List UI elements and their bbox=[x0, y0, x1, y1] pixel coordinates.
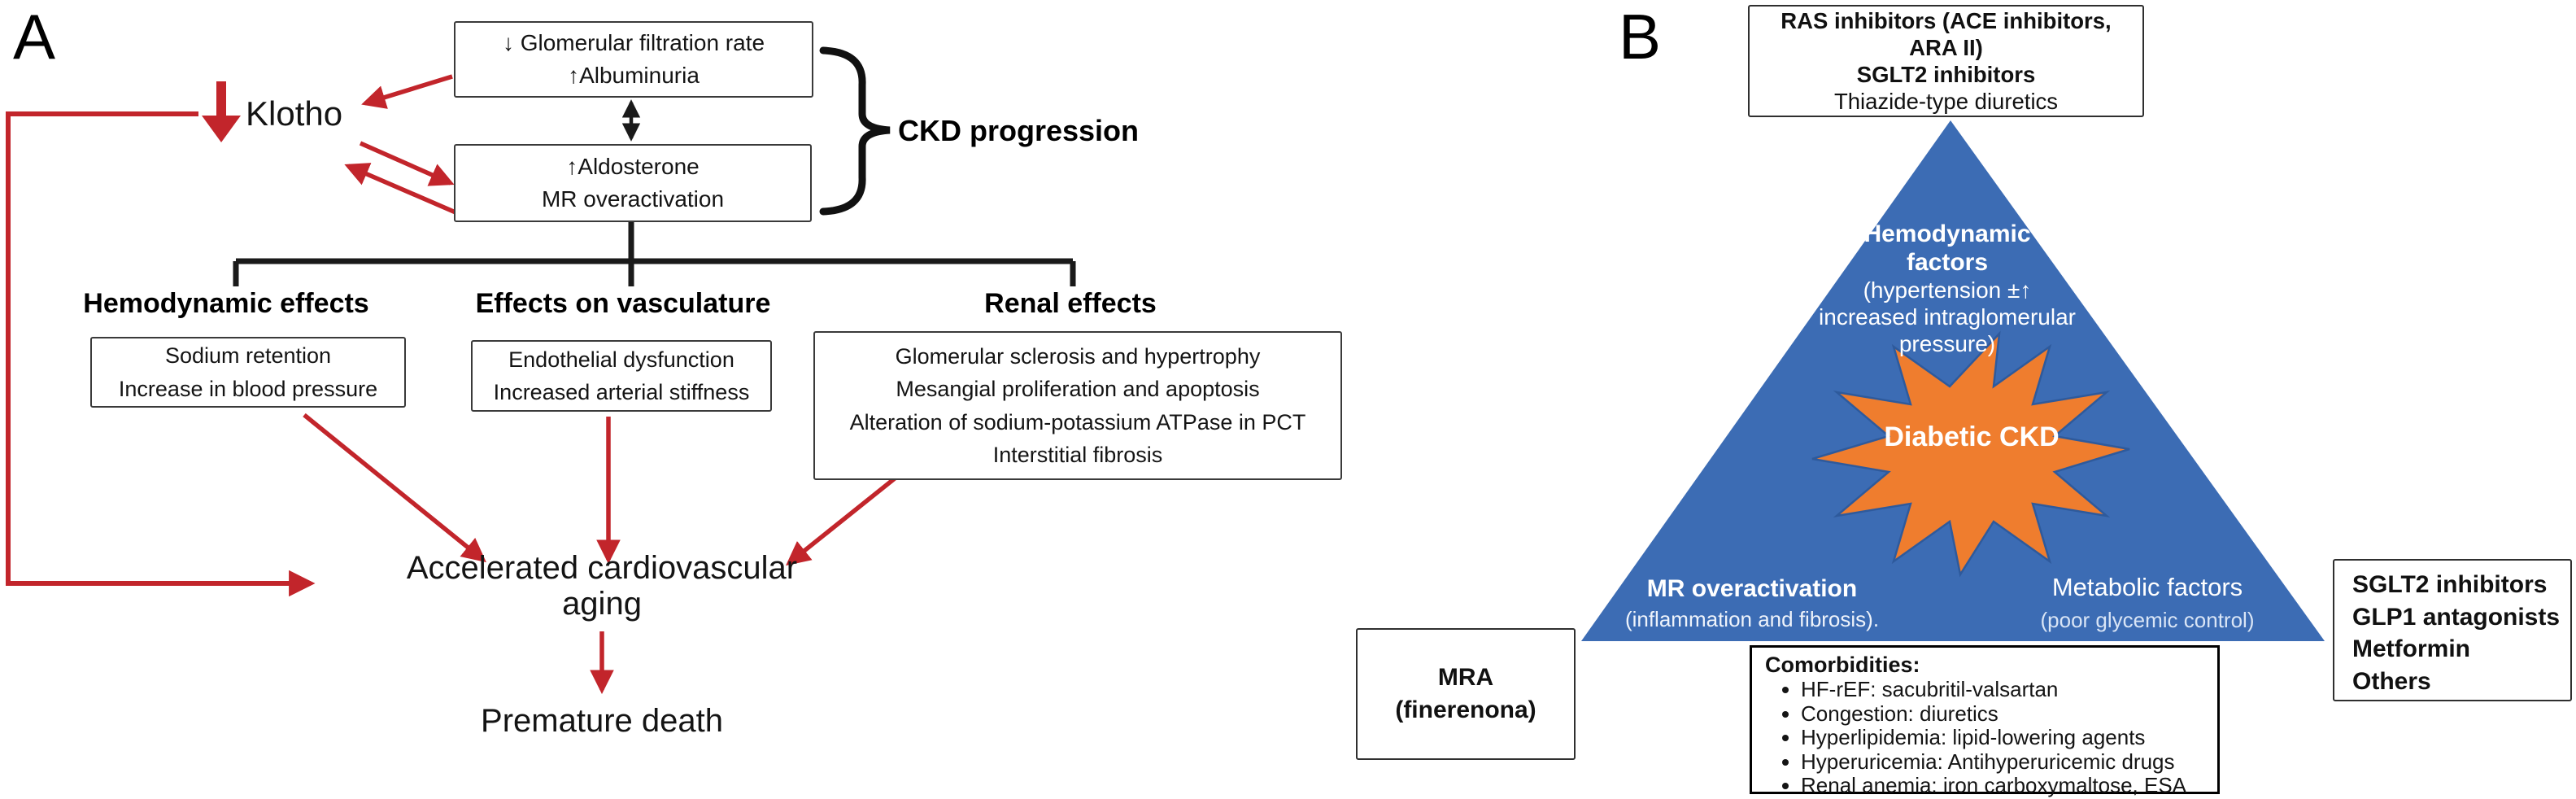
comorbidity-item: Congestion: diuretics bbox=[1801, 701, 2217, 727]
renal-item: Alteration of sodium-potassium ATPase in… bbox=[849, 409, 1306, 434]
gfr-line: ↓ Glomerular filtration rate bbox=[502, 30, 765, 56]
ras-treatment-line: Thiazide-type diuretics bbox=[1833, 89, 2059, 114]
ras-treatment-box: RAS inhibitors (ACE inhibitors, ARA II) … bbox=[1748, 5, 2144, 117]
mra-line: (finerenona) bbox=[1395, 696, 1536, 723]
renal-item: Interstitial fibrosis bbox=[992, 443, 1163, 467]
metabolic-treatment-item: Others bbox=[2352, 667, 2431, 695]
branch-title-renal: Renal effects bbox=[984, 288, 1157, 319]
renal-item: Mesangial proliferation and apoptosis bbox=[896, 377, 1260, 401]
panel-b-label: B bbox=[1619, 1, 1662, 72]
comorbidity-item: Hyperuricemia: Antihyperuricemic drugs bbox=[1801, 749, 2217, 775]
renal-item: Glomerular sclerosis and hypertrophy bbox=[895, 343, 1261, 369]
comorbidities-list: HF-rEF: sacubritil-valsartan Congestion:… bbox=[1765, 677, 2217, 798]
ckd-progression-brace bbox=[819, 46, 891, 216]
comorbidity-item: Renal anemia: iron carboxymaltose, ESA bbox=[1801, 774, 2217, 798]
vasculature-item: Endothelial dysfunction bbox=[508, 347, 734, 372]
klotho-feedback-loop-arrow bbox=[6, 111, 316, 597]
premature-death-label: Premature death bbox=[481, 703, 723, 739]
hemodynamic-factors-subline: increased intraglomerular bbox=[1819, 304, 2076, 330]
aldosterone-mr-box: ↑Aldosterone MR overactivation bbox=[454, 144, 812, 222]
diabetic-ckd-label: Diabetic CKD bbox=[1884, 421, 2059, 452]
hemodynamic-effects-box: Sodium retention Increase in blood press… bbox=[90, 337, 406, 408]
branch-title-vasculature: Effects on vasculature bbox=[475, 288, 771, 319]
comorbidities-box: Comorbidities: HF-rEF: sacubritil-valsar… bbox=[1750, 645, 2220, 797]
mr-overactivation-title: MR overactivation bbox=[1646, 575, 1858, 602]
hemodynamic-factors-subline: (hypertension ±↑ bbox=[1863, 277, 2032, 303]
comorbidities-title: Comorbidities: bbox=[1765, 653, 1920, 677]
mr-overactivation-label: MR overactivation (inflammation and fibr… bbox=[1589, 574, 1915, 632]
accelerated-aging-line: aging bbox=[562, 586, 642, 622]
risk-triangle-shape bbox=[1581, 120, 2325, 641]
vasculature-effects-box: Endothelial dysfunction Increased arteri… bbox=[471, 340, 772, 412]
renal-to-aging-arrow bbox=[786, 476, 896, 566]
accelerated-aging-line: Accelerated cardiovascular bbox=[406, 550, 798, 586]
accelerated-aging-label: Accelerated cardiovascular aging bbox=[377, 550, 827, 622]
klotho-label: Klotho bbox=[246, 94, 343, 133]
metabolic-factors-label: Metabolic factors (poor glycemic control… bbox=[1985, 573, 2310, 633]
hemodynamic-to-aging-arrow bbox=[303, 413, 486, 563]
branch-title-hemodynamic: Hemodynamic effects bbox=[83, 288, 369, 319]
gfr-to-klotho-arrow bbox=[361, 74, 453, 109]
aldosterone-to-klotho-arrow bbox=[344, 163, 457, 215]
klotho-downregulation-arrow-head bbox=[202, 116, 241, 142]
metabolic-factors-title: Metabolic factors bbox=[2051, 573, 2243, 601]
metabolic-treatment-item: Metformin bbox=[2352, 635, 2470, 662]
vasculature-item: Increased arterial stiffness bbox=[493, 380, 750, 404]
comorbidity-item: Hyperlipidemia: lipid-lowering agents bbox=[1801, 726, 2217, 750]
hemodynamic-factors-line: factors bbox=[1906, 249, 1989, 276]
metabolic-treatment-box: SGLT2 inhibitors GLP1 antagonists Metfor… bbox=[2333, 559, 2572, 701]
ckd-progression-label: CKD progression bbox=[898, 114, 1140, 147]
branch-connector-lines bbox=[233, 218, 1076, 286]
diabetic-ckd-starburst-icon bbox=[1811, 330, 2130, 578]
gfr-albuminuria-box: ↓ Glomerular filtration rate ↑Albuminuri… bbox=[454, 21, 813, 98]
ras-treatment-line: SGLT2 inhibitors bbox=[1856, 62, 2036, 87]
metabolic-treatment-item: GLP1 antagonists bbox=[2352, 603, 2561, 631]
panel-a-label: A bbox=[13, 1, 56, 72]
hemodynamic-item: Sodium retention bbox=[164, 343, 332, 368]
comorbidity-item: HF-rEF: sacubritil-valsartan bbox=[1801, 677, 2217, 702]
klotho-to-aldosterone-arrow bbox=[359, 141, 455, 186]
metabolic-factors-sub: (poor glycemic control) bbox=[2040, 608, 2255, 632]
mr-overactivation-sub: (inflammation and fibrosis). bbox=[1624, 607, 1880, 631]
mra-line: MRA bbox=[1437, 664, 1494, 691]
aldosterone-line: ↑Aldosterone bbox=[566, 154, 700, 180]
hemodynamic-factors-subline: pressure) bbox=[1898, 331, 1996, 356]
mra-treatment-box: MRA (finerenona) bbox=[1356, 628, 1576, 760]
mr-overactivation-line: MR overactivation bbox=[541, 186, 725, 212]
ras-treatment-line: ARA II) bbox=[1909, 35, 1983, 60]
hemodynamic-factors-line: Hemodynamic bbox=[1863, 220, 2031, 247]
ras-treatment-line: RAS inhibitors (ACE inhibitors, bbox=[1781, 8, 2112, 33]
hemodynamic-factors-label: Hemodynamic factors (hypertension ±↑ inc… bbox=[1785, 220, 2110, 357]
hemodynamic-item: Increase in blood pressure bbox=[118, 376, 378, 401]
metabolic-treatment-item: SGLT2 inhibitors bbox=[2352, 571, 2548, 598]
albuminuria-line: ↑Albuminuria bbox=[568, 63, 700, 88]
renal-effects-box: Glomerular sclerosis and hypertrophy Mes… bbox=[813, 331, 1342, 480]
